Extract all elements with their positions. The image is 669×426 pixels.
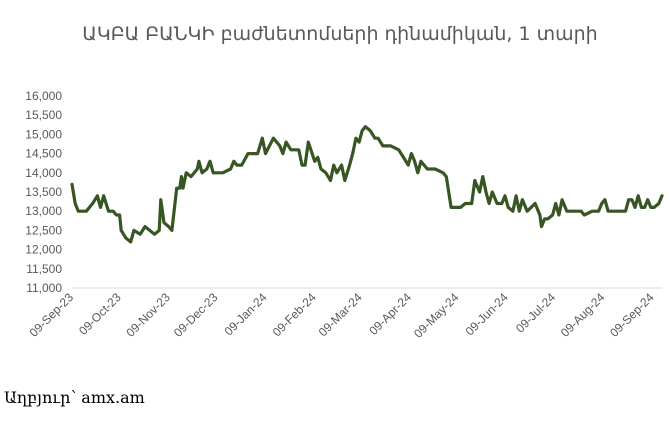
x-tick-label: 09-Mar-24 xyxy=(316,290,365,339)
x-tick-label: 09-Feb-24 xyxy=(270,290,319,339)
x-tick-label: 09-Sep-24 xyxy=(607,290,657,340)
chart-title: ԱԿԲԱ ԲԱՆԿԻ բաժնետոմսերի դինամիկան, 1 տար… xyxy=(82,23,598,45)
x-tick-label: 09-Nov-23 xyxy=(123,290,173,340)
x-tick-label: 09-Dec-23 xyxy=(171,290,221,340)
y-tick-label: 14,500 xyxy=(25,147,62,161)
y-tick-label: 15,500 xyxy=(25,108,62,122)
x-tick-label: 09-Apr-24 xyxy=(366,290,414,338)
y-tick-label: 12,500 xyxy=(25,223,62,237)
x-tick-label: 09-Jun-24 xyxy=(463,290,511,338)
x-tick-label: 09-Oct-23 xyxy=(76,290,124,338)
x-tick-label: 09-Jul-24 xyxy=(513,290,559,336)
y-tick-label: 13,000 xyxy=(25,204,62,218)
y-tick-label: 11,500 xyxy=(26,262,62,276)
y-tick-label: 16,000 xyxy=(25,89,62,103)
series-line xyxy=(70,125,664,244)
x-tick-label: 09-Jan-24 xyxy=(221,290,269,338)
y-tick-label: 11,000 xyxy=(26,281,62,295)
x-tick-label: 09-Sep-23 xyxy=(27,290,77,340)
y-tick-label: 14,000 xyxy=(25,166,62,180)
y-tick-label: 12,000 xyxy=(25,243,62,257)
y-tick-label: 15,000 xyxy=(25,127,62,141)
y-tick-label: 13,500 xyxy=(25,185,62,199)
x-tick-label: 09-Aug-24 xyxy=(558,290,608,340)
source-label: Աղբյուր՝ amx.am xyxy=(4,388,145,407)
x-tick-label: 09-May-24 xyxy=(411,290,462,341)
